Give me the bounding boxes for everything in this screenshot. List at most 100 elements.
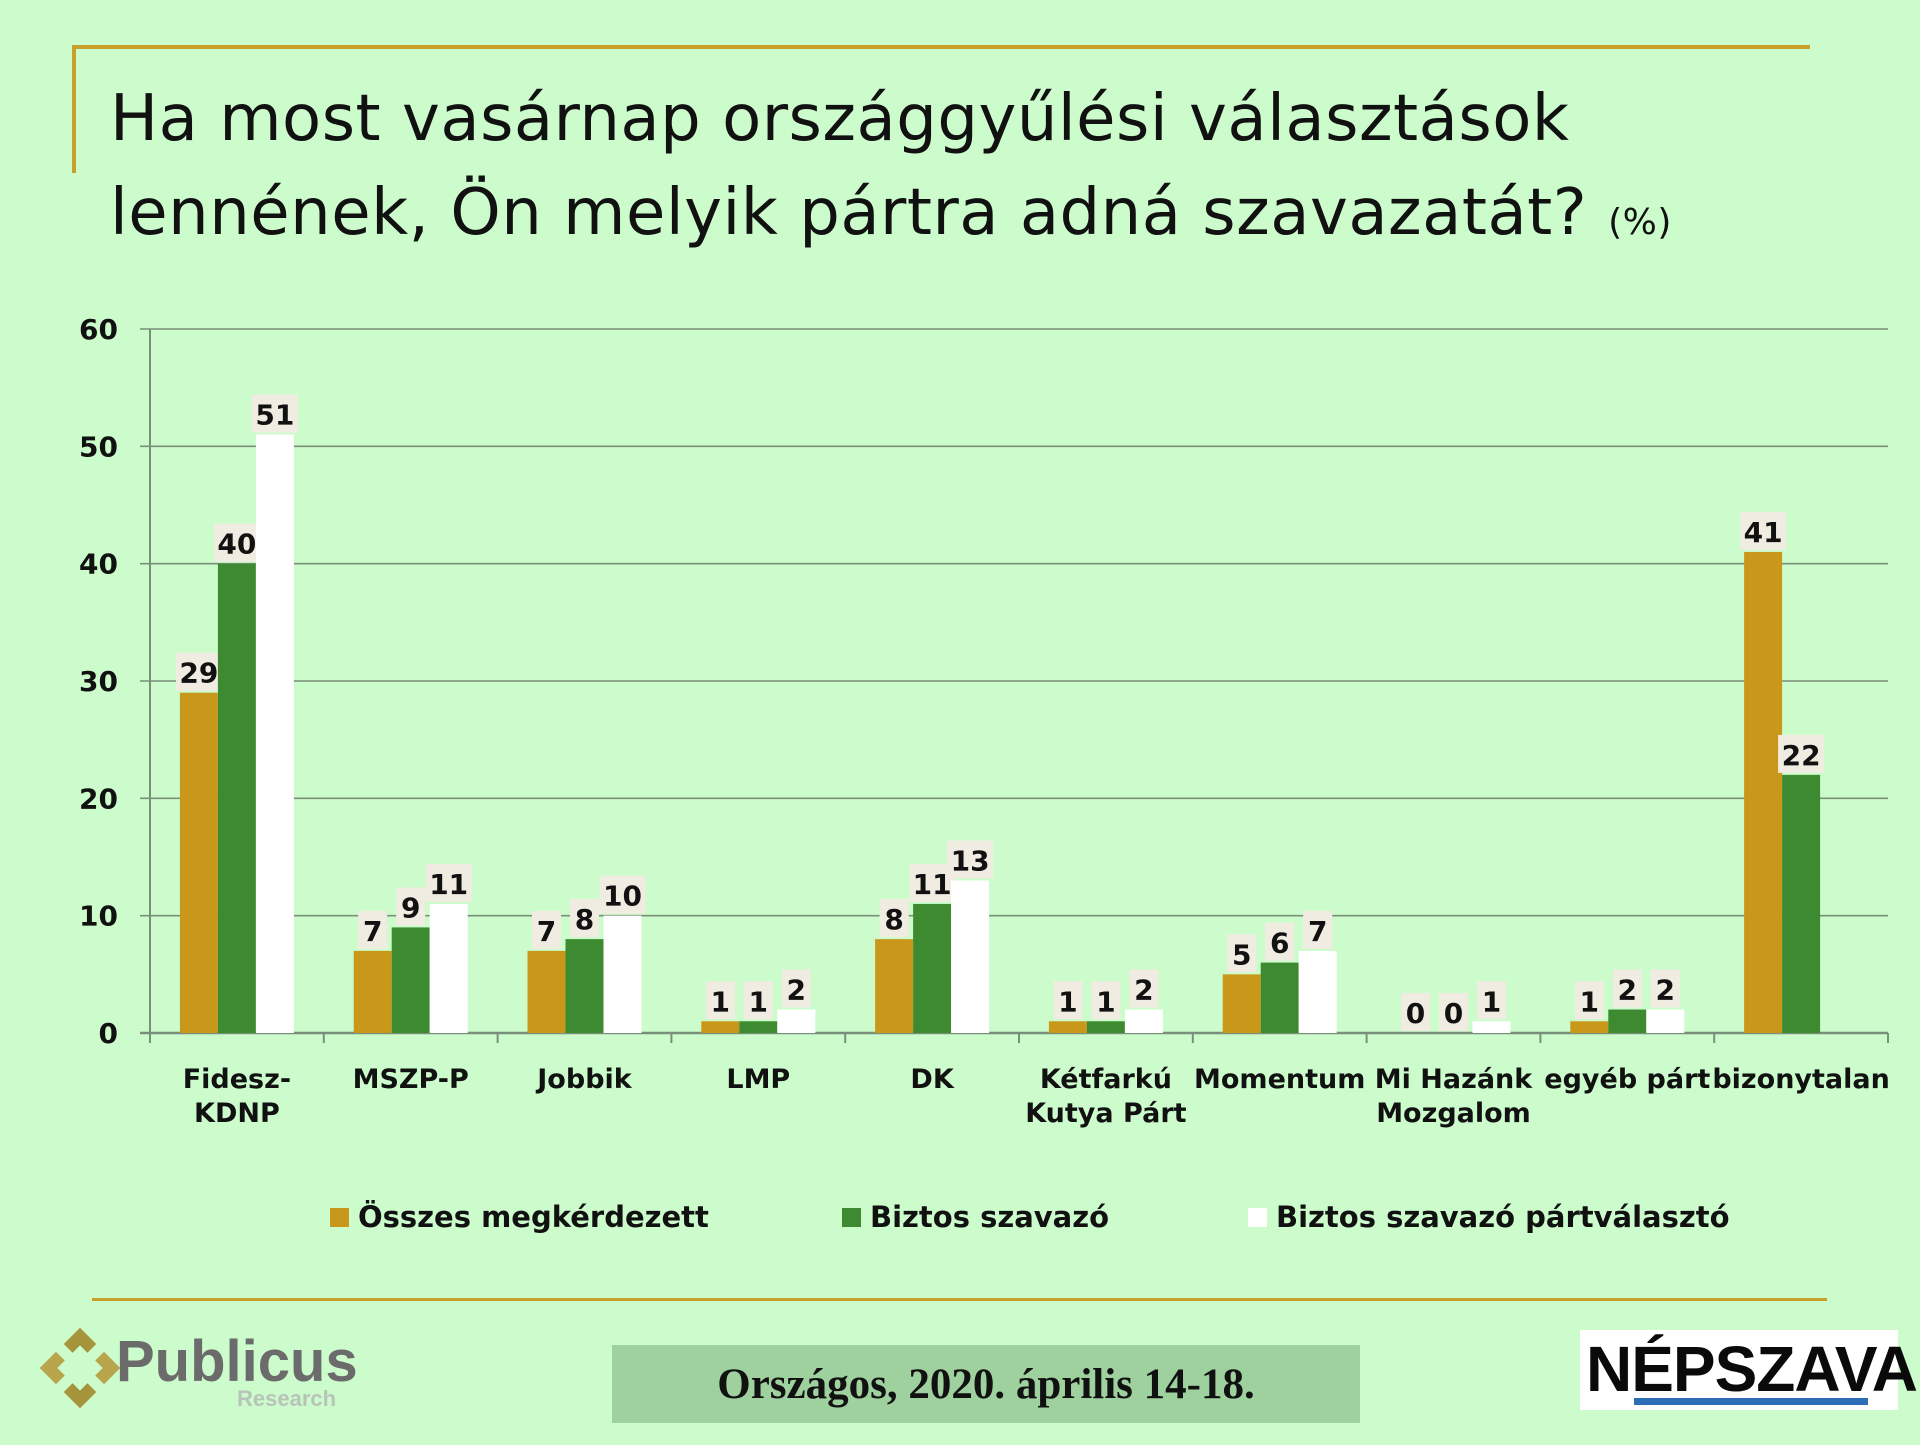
bar bbox=[701, 1021, 740, 1033]
bar bbox=[1124, 1009, 1163, 1033]
bar bbox=[1608, 1009, 1647, 1033]
data-label: 10 bbox=[603, 880, 642, 913]
bar bbox=[1744, 551, 1783, 1033]
data-label-box bbox=[425, 863, 472, 902]
data-label-box bbox=[1650, 969, 1680, 1008]
data-label-box bbox=[1477, 981, 1506, 1020]
data-label: 7 bbox=[363, 915, 382, 948]
data-label-box bbox=[743, 981, 773, 1020]
data-label: 2 bbox=[1618, 974, 1637, 1007]
data-label: 11 bbox=[913, 868, 952, 901]
data-label: 8 bbox=[575, 903, 594, 936]
data-label: 2 bbox=[1656, 974, 1675, 1007]
y-tick-label: 60 bbox=[79, 313, 118, 346]
data-label-box bbox=[1740, 511, 1787, 550]
data-label: 2 bbox=[1134, 974, 1153, 1007]
data-label: 22 bbox=[1782, 739, 1821, 772]
data-label: 1 bbox=[1580, 985, 1599, 1018]
chart-title: Ha most vasárnap országgyűlési választás… bbox=[110, 72, 1890, 270]
publicus-logo: Publicus Research bbox=[40, 1320, 360, 1420]
bar bbox=[1782, 774, 1821, 1033]
bar-chart: 0102030405060Fidesz-KDNP294051MSZP-P7911… bbox=[79, 313, 1890, 1129]
data-label: 1 bbox=[1096, 985, 1115, 1018]
bar bbox=[429, 903, 468, 1033]
data-label: 13 bbox=[951, 844, 990, 877]
data-label: 29 bbox=[179, 657, 218, 690]
legend-swatch bbox=[842, 1207, 861, 1227]
data-label: 41 bbox=[1744, 516, 1783, 549]
data-label-box bbox=[781, 969, 811, 1008]
data-label: 0 bbox=[1444, 997, 1463, 1030]
nepszava-logo: NÉPSZAVA bbox=[1580, 1330, 1918, 1410]
data-label-box bbox=[1303, 910, 1333, 949]
data-label: 2 bbox=[787, 974, 806, 1007]
category-label: Mi Hazánk Mozgalom bbox=[1375, 1064, 1533, 1129]
y-tick-label: 30 bbox=[79, 665, 118, 698]
title-text: Ha most vasárnap országgyűlési választás… bbox=[110, 82, 1588, 250]
bar bbox=[1086, 1021, 1125, 1033]
data-label: 7 bbox=[537, 915, 556, 948]
data-label-box bbox=[175, 652, 222, 691]
title-frame-top bbox=[74, 45, 1810, 49]
title-unit: (%) bbox=[1608, 202, 1672, 243]
bar bbox=[913, 903, 952, 1033]
data-label-box bbox=[1612, 969, 1642, 1008]
legend-swatch bbox=[1248, 1207, 1267, 1227]
category-label: LMP bbox=[726, 1064, 790, 1095]
nepszava-logo-text: NÉPSZAVA bbox=[1586, 1333, 1918, 1405]
chart-legend: Összes megkérdezett Biztos szavazó Biztos … bbox=[0, 1200, 1920, 1250]
data-label: 0 bbox=[1406, 997, 1425, 1030]
bar bbox=[1222, 974, 1261, 1033]
data-label: 11 bbox=[429, 868, 468, 901]
bar bbox=[875, 939, 914, 1033]
bar bbox=[603, 915, 642, 1033]
survey-date: Országos, 2020. április 14-18. bbox=[717, 1360, 1255, 1408]
nepszava-logo-bar bbox=[1634, 1398, 1868, 1405]
category-label: egyéb párt bbox=[1544, 1064, 1710, 1095]
category-label: Fidesz-KDNP bbox=[183, 1064, 291, 1129]
bar bbox=[527, 950, 566, 1033]
data-label: 8 bbox=[884, 903, 903, 936]
data-label-box bbox=[947, 840, 994, 879]
data-label-box bbox=[1129, 969, 1159, 1008]
data-label-box bbox=[396, 887, 426, 926]
data-label-box bbox=[1091, 981, 1121, 1020]
bar bbox=[1472, 1021, 1511, 1033]
data-label-box bbox=[1574, 981, 1604, 1020]
data-label: 1 bbox=[711, 985, 730, 1018]
legend-label: Összes megkérdezett bbox=[358, 1200, 709, 1234]
data-label: 51 bbox=[255, 399, 294, 432]
data-label-box bbox=[1401, 993, 1430, 1031]
bar bbox=[565, 939, 604, 1033]
data-label: 40 bbox=[217, 528, 256, 561]
category-label: DK bbox=[910, 1064, 954, 1095]
data-label-box bbox=[1227, 934, 1257, 973]
survey-date-box: Országos, 2020. április 14-18. bbox=[612, 1345, 1360, 1423]
bar bbox=[353, 950, 392, 1033]
footer-divider bbox=[92, 1298, 1827, 1301]
bar bbox=[217, 563, 256, 1033]
y-tick-label: 40 bbox=[79, 548, 118, 581]
data-label: 1 bbox=[1482, 985, 1501, 1018]
data-label-box bbox=[705, 981, 735, 1020]
legend-label: Biztos szavazó pártválasztó bbox=[1276, 1200, 1730, 1234]
category-label: Momentum bbox=[1194, 1064, 1365, 1095]
legend-label: Biztos szavazó bbox=[870, 1200, 1110, 1234]
data-label: 7 bbox=[1308, 915, 1327, 948]
bar bbox=[1646, 1009, 1685, 1033]
data-label: 6 bbox=[1270, 927, 1289, 960]
bar bbox=[951, 880, 990, 1033]
y-tick-label: 0 bbox=[99, 1017, 118, 1050]
y-tick-label: 50 bbox=[79, 430, 118, 463]
data-label: 1 bbox=[749, 985, 768, 1018]
bar bbox=[1260, 962, 1299, 1033]
data-label: 9 bbox=[401, 891, 420, 924]
title-frame-left bbox=[72, 45, 76, 173]
legend-item: Biztos szavazó bbox=[842, 1200, 1109, 1234]
data-label: 5 bbox=[1232, 938, 1251, 971]
legend-item: Összes megkérdezett bbox=[330, 1200, 709, 1234]
legend-swatch bbox=[330, 1207, 349, 1227]
data-label-box bbox=[879, 899, 909, 938]
bar bbox=[739, 1021, 778, 1033]
category-label: Jobbik bbox=[535, 1064, 633, 1095]
